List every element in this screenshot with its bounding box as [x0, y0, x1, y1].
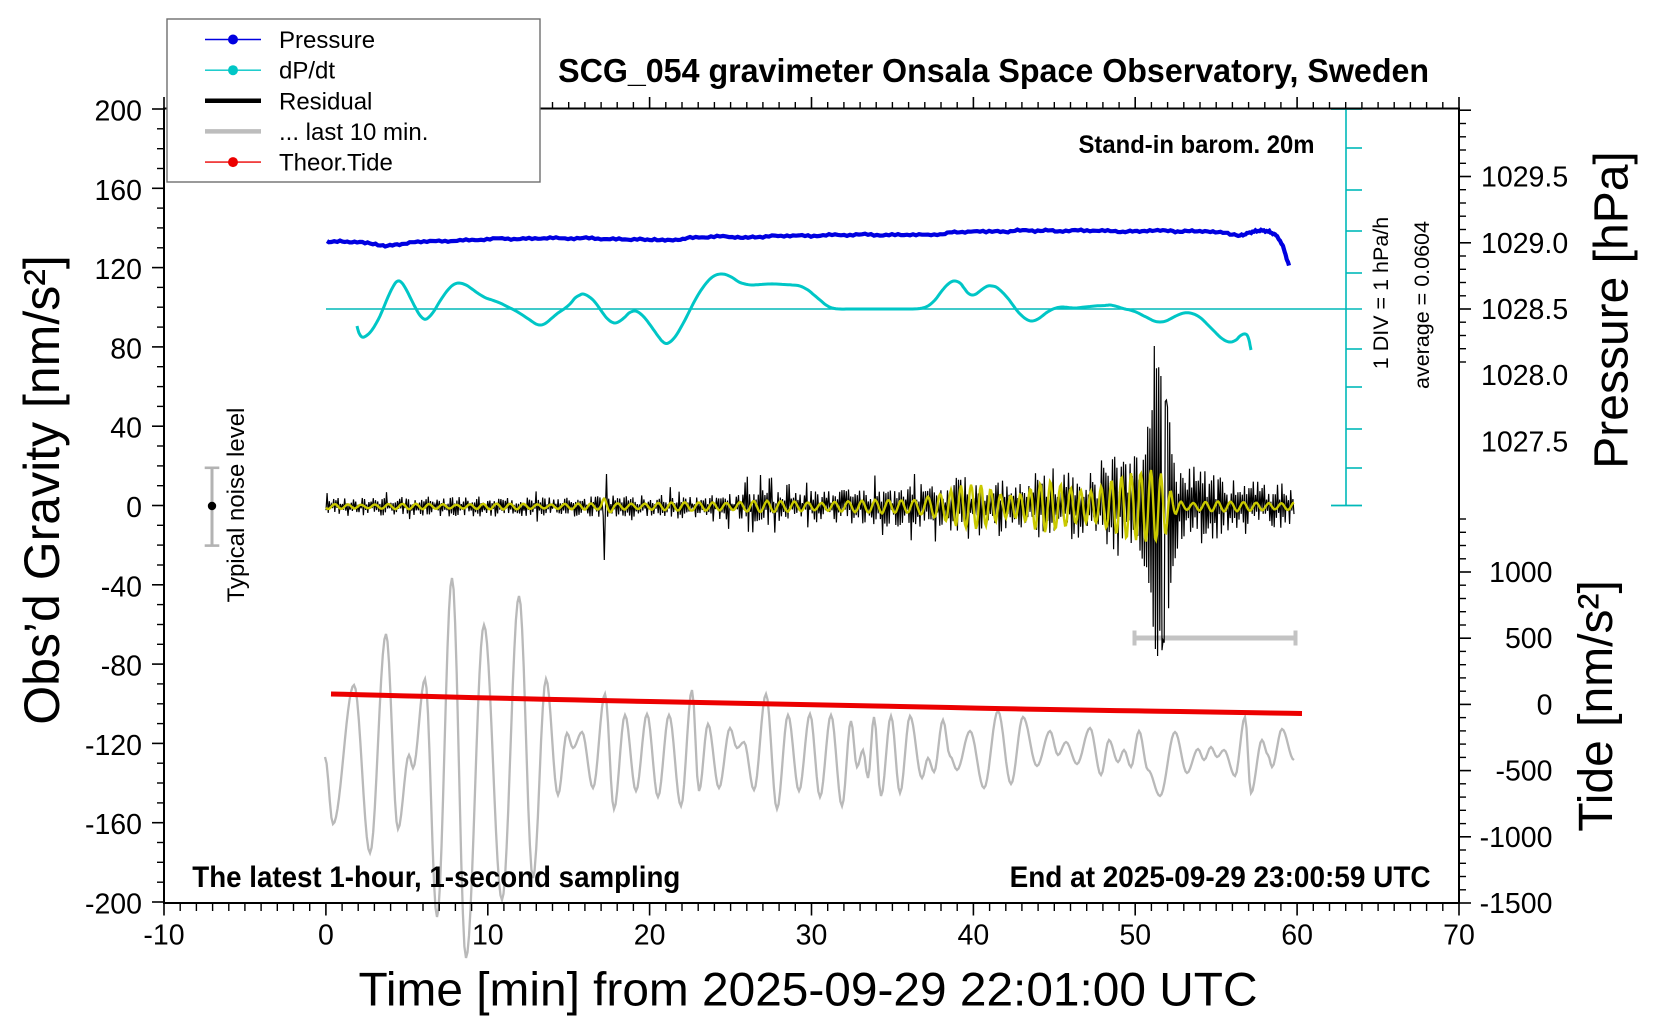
svg-text:10: 10: [472, 920, 504, 952]
svg-text:40: 40: [110, 413, 142, 445]
svg-text:Residual: Residual: [279, 88, 372, 115]
svg-text:-200: -200: [85, 889, 142, 921]
svg-text:1000: 1000: [1489, 557, 1552, 589]
svg-text:80: 80: [110, 333, 142, 365]
svg-text:-80: -80: [101, 651, 142, 683]
svg-text:... last 10 min.: ... last 10 min.: [279, 119, 428, 146]
svg-text:average = 0.0604: average = 0.0604: [1410, 221, 1434, 389]
svg-text:60: 60: [1281, 920, 1313, 952]
svg-text:dP/dt: dP/dt: [279, 58, 335, 85]
svg-text:SCG_054 gravimeter Onsala Spac: SCG_054 gravimeter Onsala Space Observat…: [558, 53, 1429, 90]
svg-text:Pressure: Pressure: [279, 27, 375, 54]
svg-text:0: 0: [126, 492, 142, 524]
svg-text:200: 200: [94, 96, 142, 128]
svg-text:Theor.Tide: Theor.Tide: [279, 150, 393, 177]
svg-text:-1000: -1000: [1480, 822, 1553, 854]
svg-text:500: 500: [1505, 623, 1553, 655]
svg-text:20: 20: [634, 920, 666, 952]
svg-text:1029.0: 1029.0: [1481, 228, 1568, 260]
svg-text:40: 40: [958, 920, 990, 952]
svg-text:Typical noise level: Typical noise level: [223, 408, 250, 603]
svg-text:End at 2025-09-29 23:00:59 UTC: End at 2025-09-29 23:00:59 UTC: [1010, 861, 1431, 894]
svg-text:-1500: -1500: [1480, 888, 1553, 920]
svg-text:-500: -500: [1495, 756, 1552, 788]
svg-text:0: 0: [1537, 689, 1553, 721]
svg-text:The latest 1-hour, 1-second sa: The latest 1-hour, 1-second sampling: [192, 861, 680, 894]
svg-text:1 DIV = 1 hPa/h: 1 DIV = 1 hPa/h: [1369, 217, 1393, 369]
svg-text:Obs’d Gravity [nm/s²]: Obs’d Gravity [nm/s²]: [14, 255, 70, 725]
svg-text:120: 120: [94, 254, 142, 286]
svg-text:70: 70: [1443, 920, 1475, 952]
svg-text:1027.5: 1027.5: [1481, 427, 1568, 459]
svg-text:160: 160: [94, 175, 142, 207]
svg-text:1028.0: 1028.0: [1481, 360, 1568, 392]
svg-text:Tide [nm/s²]: Tide [nm/s²]: [1570, 580, 1623, 832]
svg-text:1029.5: 1029.5: [1481, 162, 1568, 194]
svg-text:Time [min] from 2025-09-29 22:: Time [min] from 2025-09-29 22:01:00 UTC: [359, 964, 1258, 1017]
svg-text:-120: -120: [85, 730, 142, 762]
svg-text:-40: -40: [101, 571, 142, 603]
svg-text:Stand-in barom. 20m: Stand-in barom. 20m: [1079, 132, 1315, 159]
svg-text:50: 50: [1119, 920, 1151, 952]
svg-text:-160: -160: [85, 809, 142, 841]
svg-text:0: 0: [318, 920, 334, 952]
svg-text:Pressure [hPa]: Pressure [hPa]: [1586, 151, 1639, 468]
svg-text:30: 30: [796, 920, 828, 952]
svg-text:1028.5: 1028.5: [1481, 294, 1568, 326]
svg-text:-10: -10: [143, 920, 184, 952]
